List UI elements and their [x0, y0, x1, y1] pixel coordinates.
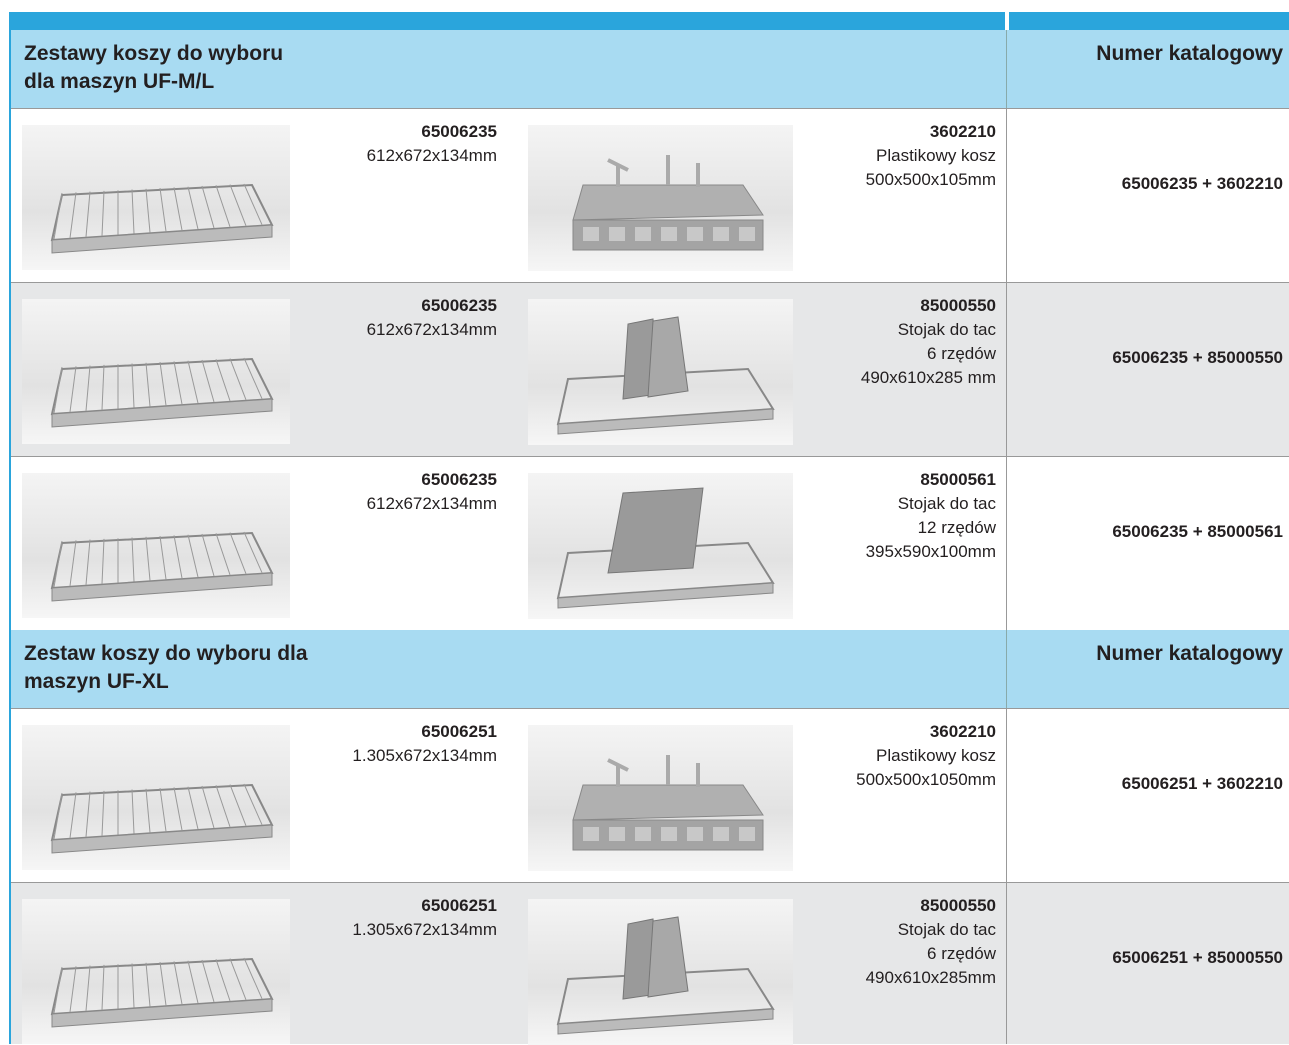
catalog-number: 65006251 + 3602210 [1121, 774, 1283, 793]
top-bar [1009, 12, 1289, 30]
catalog-number: 65006235 + 85000561 [1112, 522, 1283, 541]
product-image [22, 473, 290, 618]
product-image [22, 125, 290, 270]
addon-detail: Stojak do tac [897, 320, 996, 339]
addon-detail: 500x500x105mm [865, 170, 996, 189]
addon-code: 85000550 [920, 896, 996, 915]
base-code: 65006251 [421, 722, 497, 741]
addon-code: 3602210 [929, 122, 996, 141]
product-image [528, 899, 793, 1045]
base-detail: 1.305x672x134mm [352, 746, 497, 765]
product-image [22, 899, 290, 1044]
base-code: 65006235 [421, 470, 497, 489]
product-image [22, 725, 290, 870]
base-detail: 612x672x134mm [366, 146, 497, 165]
addon-detail: 395x590x100mm [865, 542, 996, 561]
image-drawing [556, 316, 775, 435]
column-header: Numer katalogowy [1096, 42, 1283, 65]
image-drawing [50, 531, 274, 602]
product-image [528, 299, 793, 445]
catalog-number: 65006235 + 85000550 [1112, 348, 1283, 367]
addon-code: 3602210 [929, 722, 996, 741]
column-divider [1006, 456, 1007, 630]
left-border [9, 12, 11, 1044]
addon-detail: Plastikowy kosz [876, 146, 996, 165]
addon-detail: 490x610x285 mm [860, 368, 996, 387]
image-drawing [50, 357, 274, 428]
addon-detail: 6 rzędów [927, 344, 996, 363]
section-header [11, 30, 1289, 108]
product-image [22, 299, 290, 444]
column-divider [1006, 708, 1007, 882]
base-detail: 612x672x134mm [366, 320, 497, 339]
column-divider [1006, 30, 1007, 108]
section-header [11, 630, 1289, 708]
base-code: 65006235 [421, 296, 497, 315]
section-title: Zestaw koszy do wyboru dla [24, 642, 308, 665]
section-title: Zestawy koszy do wyboru [24, 42, 284, 65]
addon-detail: Stojak do tac [897, 920, 996, 939]
addon-detail: 6 rzędów [927, 944, 996, 963]
image-drawing [572, 155, 764, 251]
section-title: dla maszyn UF-M/L [24, 70, 215, 93]
addon-code: 85000561 [920, 470, 996, 489]
product-image [528, 473, 793, 619]
top-bar [10, 12, 1005, 30]
base-code: 65006235 [421, 122, 497, 141]
addon-code: 85000550 [920, 296, 996, 315]
column-header: Numer katalogowy [1096, 642, 1283, 665]
image-drawing [556, 916, 775, 1035]
addon-detail: Stojak do tac [897, 494, 996, 513]
product-image [528, 125, 793, 271]
catalog-number: 65006251 + 85000550 [1112, 948, 1283, 967]
image-drawing [50, 957, 274, 1028]
product-image [528, 725, 793, 871]
section-title: maszyn UF-XL [24, 670, 169, 693]
image-drawing [50, 783, 274, 854]
addon-detail: 12 rzędów [917, 518, 996, 537]
image-drawing [572, 755, 764, 851]
base-detail: 612x672x134mm [366, 494, 497, 513]
addon-detail: 500x500x1050mm [856, 770, 996, 789]
base-code: 65006251 [421, 896, 497, 915]
image-drawing [50, 183, 274, 254]
column-divider [1006, 108, 1007, 282]
addon-detail: 490x610x285mm [865, 968, 996, 987]
addon-detail: Plastikowy kosz [876, 746, 996, 765]
column-divider [1006, 630, 1007, 708]
image-drawing [556, 487, 775, 609]
base-detail: 1.305x672x134mm [352, 920, 497, 939]
column-divider [1006, 882, 1007, 1044]
catalog-number: 65006235 + 3602210 [1121, 174, 1283, 193]
column-divider [1006, 282, 1007, 456]
